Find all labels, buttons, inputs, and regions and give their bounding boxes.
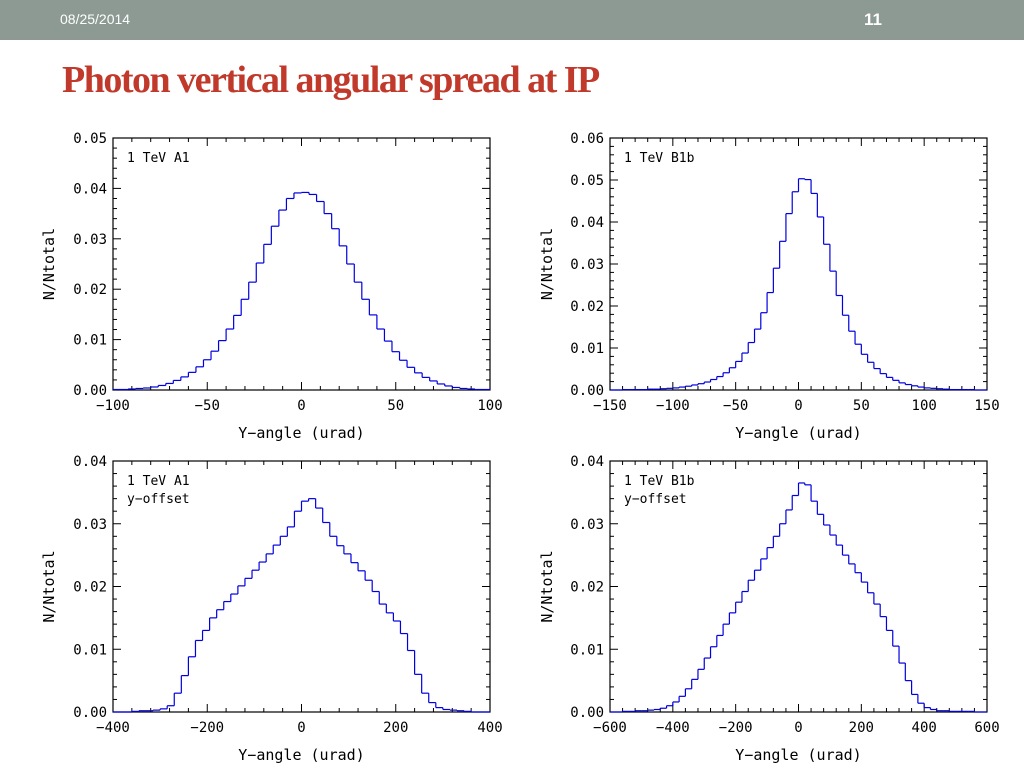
plot-annotation: 1 TeV A1 — [127, 474, 190, 489]
x-tick-label: −50 — [723, 398, 748, 414]
y-tick-label: 0.00 — [73, 383, 107, 399]
x-tick-label: 100 — [912, 398, 937, 414]
x-tick-label: −150 — [593, 398, 627, 414]
x-tick-label: −100 — [656, 398, 690, 414]
plot-annotation: y−offset — [624, 492, 687, 507]
x-tick-label: 50 — [853, 398, 870, 414]
y-tick-label: 0.03 — [73, 232, 107, 248]
x-tick-label: −200 — [719, 720, 753, 736]
y-tick-label: 0.04 — [570, 454, 604, 470]
slide-date: 08/25/2014 — [60, 11, 131, 27]
plot-annotation: y−offset — [127, 492, 190, 507]
y-tick-label: 0.03 — [570, 257, 604, 273]
y-tick-label: 0.01 — [570, 341, 604, 357]
histogram-b1b-y-offset: −600 −400 −200 0 200 400 600 0.00 0.01 0.02 0.03 0.… — [538, 454, 1000, 764]
histogram-b1b: −150 −100 −50 0 50 100 150 0.00 0.01 0.02 0.03 0.04… — [538, 131, 1000, 442]
y-tick-label: 0.02 — [570, 580, 604, 596]
y-tick-label: 0.01 — [73, 333, 107, 349]
x-tick-label: −50 — [195, 398, 220, 414]
y-axis-label: N/Ntotal — [40, 550, 58, 622]
x-tick-label: −400 — [656, 720, 690, 736]
x-axis-label: Y−angle (urad) — [735, 746, 861, 764]
plot-annotation: 1 TeV B1b — [624, 151, 695, 166]
plot-annotation: 1 TeV B1b — [624, 474, 695, 489]
x-tick-label: 0 — [297, 720, 305, 736]
x-tick-label: 200 — [383, 720, 408, 736]
x-tick-label: 400 — [912, 720, 937, 736]
x-axis-label: Y−angle (urad) — [238, 424, 364, 442]
y-axis-label: N/Ntotal — [40, 228, 58, 300]
histogram-a1-y-offset: −400 −200 0 200 400 0.00 0.01 0.02 0.03 0.04 Y−ang… — [40, 454, 503, 764]
y-tick-label: 0.00 — [570, 705, 604, 721]
x-axis-label: Y−angle (urad) — [238, 746, 364, 764]
x-tick-label: 0 — [794, 720, 802, 736]
y-tick-label: 0.02 — [73, 580, 107, 596]
x-tick-label: 50 — [387, 398, 404, 414]
y-tick-label: 0.01 — [570, 642, 604, 658]
y-axis-label: N/Ntotal — [538, 550, 556, 622]
y-tick-label: 0.00 — [570, 383, 604, 399]
x-axis-label: Y−angle (urad) — [735, 424, 861, 442]
y-tick-label: 0.00 — [73, 705, 107, 721]
x-tick-label: −100 — [96, 398, 130, 414]
x-tick-label: 0 — [297, 398, 305, 414]
y-axis-label: N/Ntotal — [538, 228, 556, 300]
y-tick-label: 0.02 — [570, 299, 604, 315]
x-tick-label: −200 — [190, 720, 224, 736]
x-tick-label: 0 — [794, 398, 802, 414]
y-tick-label: 0.01 — [73, 642, 107, 658]
x-tick-label: 200 — [849, 720, 874, 736]
plot-annotation: 1 TeV A1 — [127, 151, 190, 166]
y-tick-label: 0.04 — [73, 181, 107, 197]
x-tick-label: −600 — [593, 720, 627, 736]
y-tick-label: 0.05 — [570, 173, 604, 189]
y-tick-label: 0.04 — [570, 215, 604, 231]
y-tick-label: 0.05 — [73, 131, 107, 147]
x-tick-label: −400 — [96, 720, 130, 736]
y-tick-label: 0.04 — [73, 454, 107, 470]
page-number: 11 — [864, 10, 882, 29]
y-tick-label: 0.02 — [73, 282, 107, 298]
slide-title: Photon vertical angular spread at IP — [62, 59, 600, 101]
x-tick-label: 400 — [477, 720, 502, 736]
x-tick-label: 600 — [974, 720, 999, 736]
y-tick-label: 0.03 — [570, 517, 604, 533]
histogram-a1: −100 −50 0 50 100 0.00 0.01 0.02 0.03 0.04 0.05 Y−a… — [40, 131, 503, 442]
y-tick-label: 0.03 — [73, 517, 107, 533]
header-bar: 08/25/2014 11 — [0, 0, 1024, 40]
y-tick-label: 0.06 — [570, 131, 604, 147]
x-tick-label: 150 — [974, 398, 999, 414]
x-tick-label: 100 — [477, 398, 502, 414]
